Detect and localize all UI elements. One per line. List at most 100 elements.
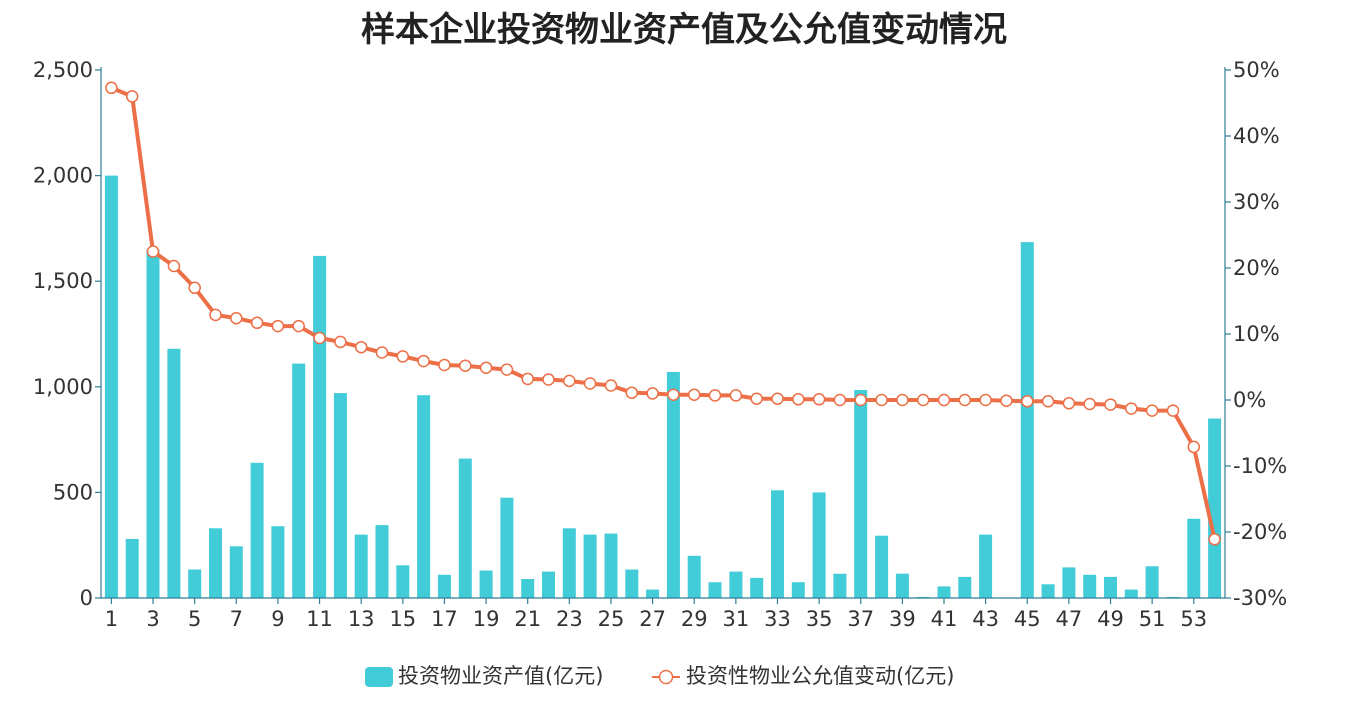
line-point-14 xyxy=(375,346,389,359)
bar-50 xyxy=(1124,589,1138,598)
bar-15 xyxy=(396,565,410,598)
legend-swatch-marker xyxy=(658,669,674,685)
x-tick-label: 3 xyxy=(146,607,159,631)
y-right-tick-label: 50% xyxy=(1233,58,1280,82)
bar-6 xyxy=(209,528,222,598)
line-point-27 xyxy=(646,387,659,400)
line-point-53 xyxy=(1187,440,1201,454)
bar-32 xyxy=(750,577,764,598)
line-point-33 xyxy=(771,392,784,405)
bar-38 xyxy=(875,535,889,598)
bar-8 xyxy=(250,462,264,598)
bar-42 xyxy=(958,576,972,598)
x-tick-label: 35 xyxy=(806,607,833,631)
bar-26 xyxy=(625,569,639,598)
line-point-9 xyxy=(271,319,285,333)
y-left-tick-label: 2,500 xyxy=(33,58,93,82)
y-right-tick-label: 10% xyxy=(1233,322,1280,346)
x-tick-label: 15 xyxy=(389,607,416,631)
line-point-35 xyxy=(812,393,826,406)
y-left-tick-label: 1,500 xyxy=(33,269,93,293)
bar-27 xyxy=(646,589,660,598)
bar-10 xyxy=(292,363,306,598)
line-point-32 xyxy=(750,392,763,405)
bar-9 xyxy=(271,526,285,598)
y-right-tick-label: -20% xyxy=(1233,520,1287,544)
bar-20 xyxy=(500,497,514,598)
line-point-3 xyxy=(146,245,160,258)
line-point-49 xyxy=(1104,398,1117,411)
x-tick-label: 51 xyxy=(1139,607,1166,631)
line-point-19 xyxy=(479,361,493,374)
bar-36 xyxy=(833,573,847,598)
bar-19 xyxy=(479,570,493,598)
y-right-tick-label: 40% xyxy=(1233,124,1280,148)
x-tick-label: 17 xyxy=(431,607,458,631)
x-tick-label: 49 xyxy=(1097,607,1124,631)
line-point-5 xyxy=(188,281,201,295)
bar-14 xyxy=(375,525,389,598)
bar-34 xyxy=(791,582,805,598)
line-point-13 xyxy=(354,340,368,354)
y-right-tick-label: -10% xyxy=(1233,454,1287,478)
x-tick-label: 13 xyxy=(348,607,375,631)
line-point-48 xyxy=(1083,397,1096,411)
bar-35 xyxy=(812,492,826,598)
line-point-1 xyxy=(105,81,118,95)
y-right-tick-label: 30% xyxy=(1233,190,1280,214)
bar-21 xyxy=(521,579,535,598)
bar-43 xyxy=(979,534,993,598)
legend-label-bar: 投资物业资产值(亿元) xyxy=(398,664,603,688)
line-series xyxy=(110,85,1217,540)
legend-label-line: 投资性物业公允值变动(亿元) xyxy=(686,664,954,688)
x-tick-label: 1 xyxy=(105,607,118,631)
line-point-34 xyxy=(792,393,805,406)
x-tick-label: 27 xyxy=(639,607,666,631)
bar-30 xyxy=(708,582,722,598)
y-left-tick-label: 1,000 xyxy=(33,375,93,399)
bar-4 xyxy=(167,348,181,598)
line-point-22 xyxy=(542,373,555,386)
bar-3 xyxy=(146,249,160,598)
line-point-37 xyxy=(854,393,867,407)
line-point-15 xyxy=(396,350,410,363)
line-point-42 xyxy=(958,393,972,407)
bar-12 xyxy=(333,393,347,598)
line-point-4 xyxy=(167,259,181,273)
line-point-28 xyxy=(667,388,680,401)
bar-16 xyxy=(417,395,431,598)
bar-49 xyxy=(1104,576,1117,598)
bar-25 xyxy=(604,533,618,598)
bar-29 xyxy=(687,555,701,598)
x-tick-label: 9 xyxy=(271,607,284,631)
x-tick-label: 19 xyxy=(473,607,500,631)
line-point-31 xyxy=(729,389,743,402)
x-tick-label: 39 xyxy=(889,607,916,631)
y-left-tick-label: 500 xyxy=(53,480,93,504)
bar-18 xyxy=(458,458,472,598)
x-tick-label: 37 xyxy=(847,607,874,631)
bar-5 xyxy=(188,569,202,598)
bar-7 xyxy=(229,546,243,598)
line-point-24 xyxy=(583,377,597,390)
line-point-29 xyxy=(687,388,701,401)
line-point-10 xyxy=(292,319,305,333)
bar-33 xyxy=(771,490,784,598)
bar-51 xyxy=(1145,566,1159,598)
x-tick-label: 33 xyxy=(764,607,791,631)
x-tick-label: 41 xyxy=(931,607,958,631)
line-point-7 xyxy=(230,311,243,325)
line-point-51 xyxy=(1145,404,1159,417)
line-point-8 xyxy=(250,316,264,330)
x-tick-label: 21 xyxy=(514,607,541,631)
bar-54 xyxy=(1208,418,1222,598)
bar-45 xyxy=(1020,242,1034,598)
x-tick-label: 47 xyxy=(1056,607,1083,631)
y-right-tick-label: 20% xyxy=(1233,256,1280,280)
bar-23 xyxy=(562,528,576,598)
x-tick-label: 31 xyxy=(722,607,749,631)
bar-2 xyxy=(125,538,139,598)
line-point-12 xyxy=(334,335,347,349)
x-tick-label: 5 xyxy=(188,607,201,631)
y-left-tick-label: 2,000 xyxy=(33,164,93,188)
